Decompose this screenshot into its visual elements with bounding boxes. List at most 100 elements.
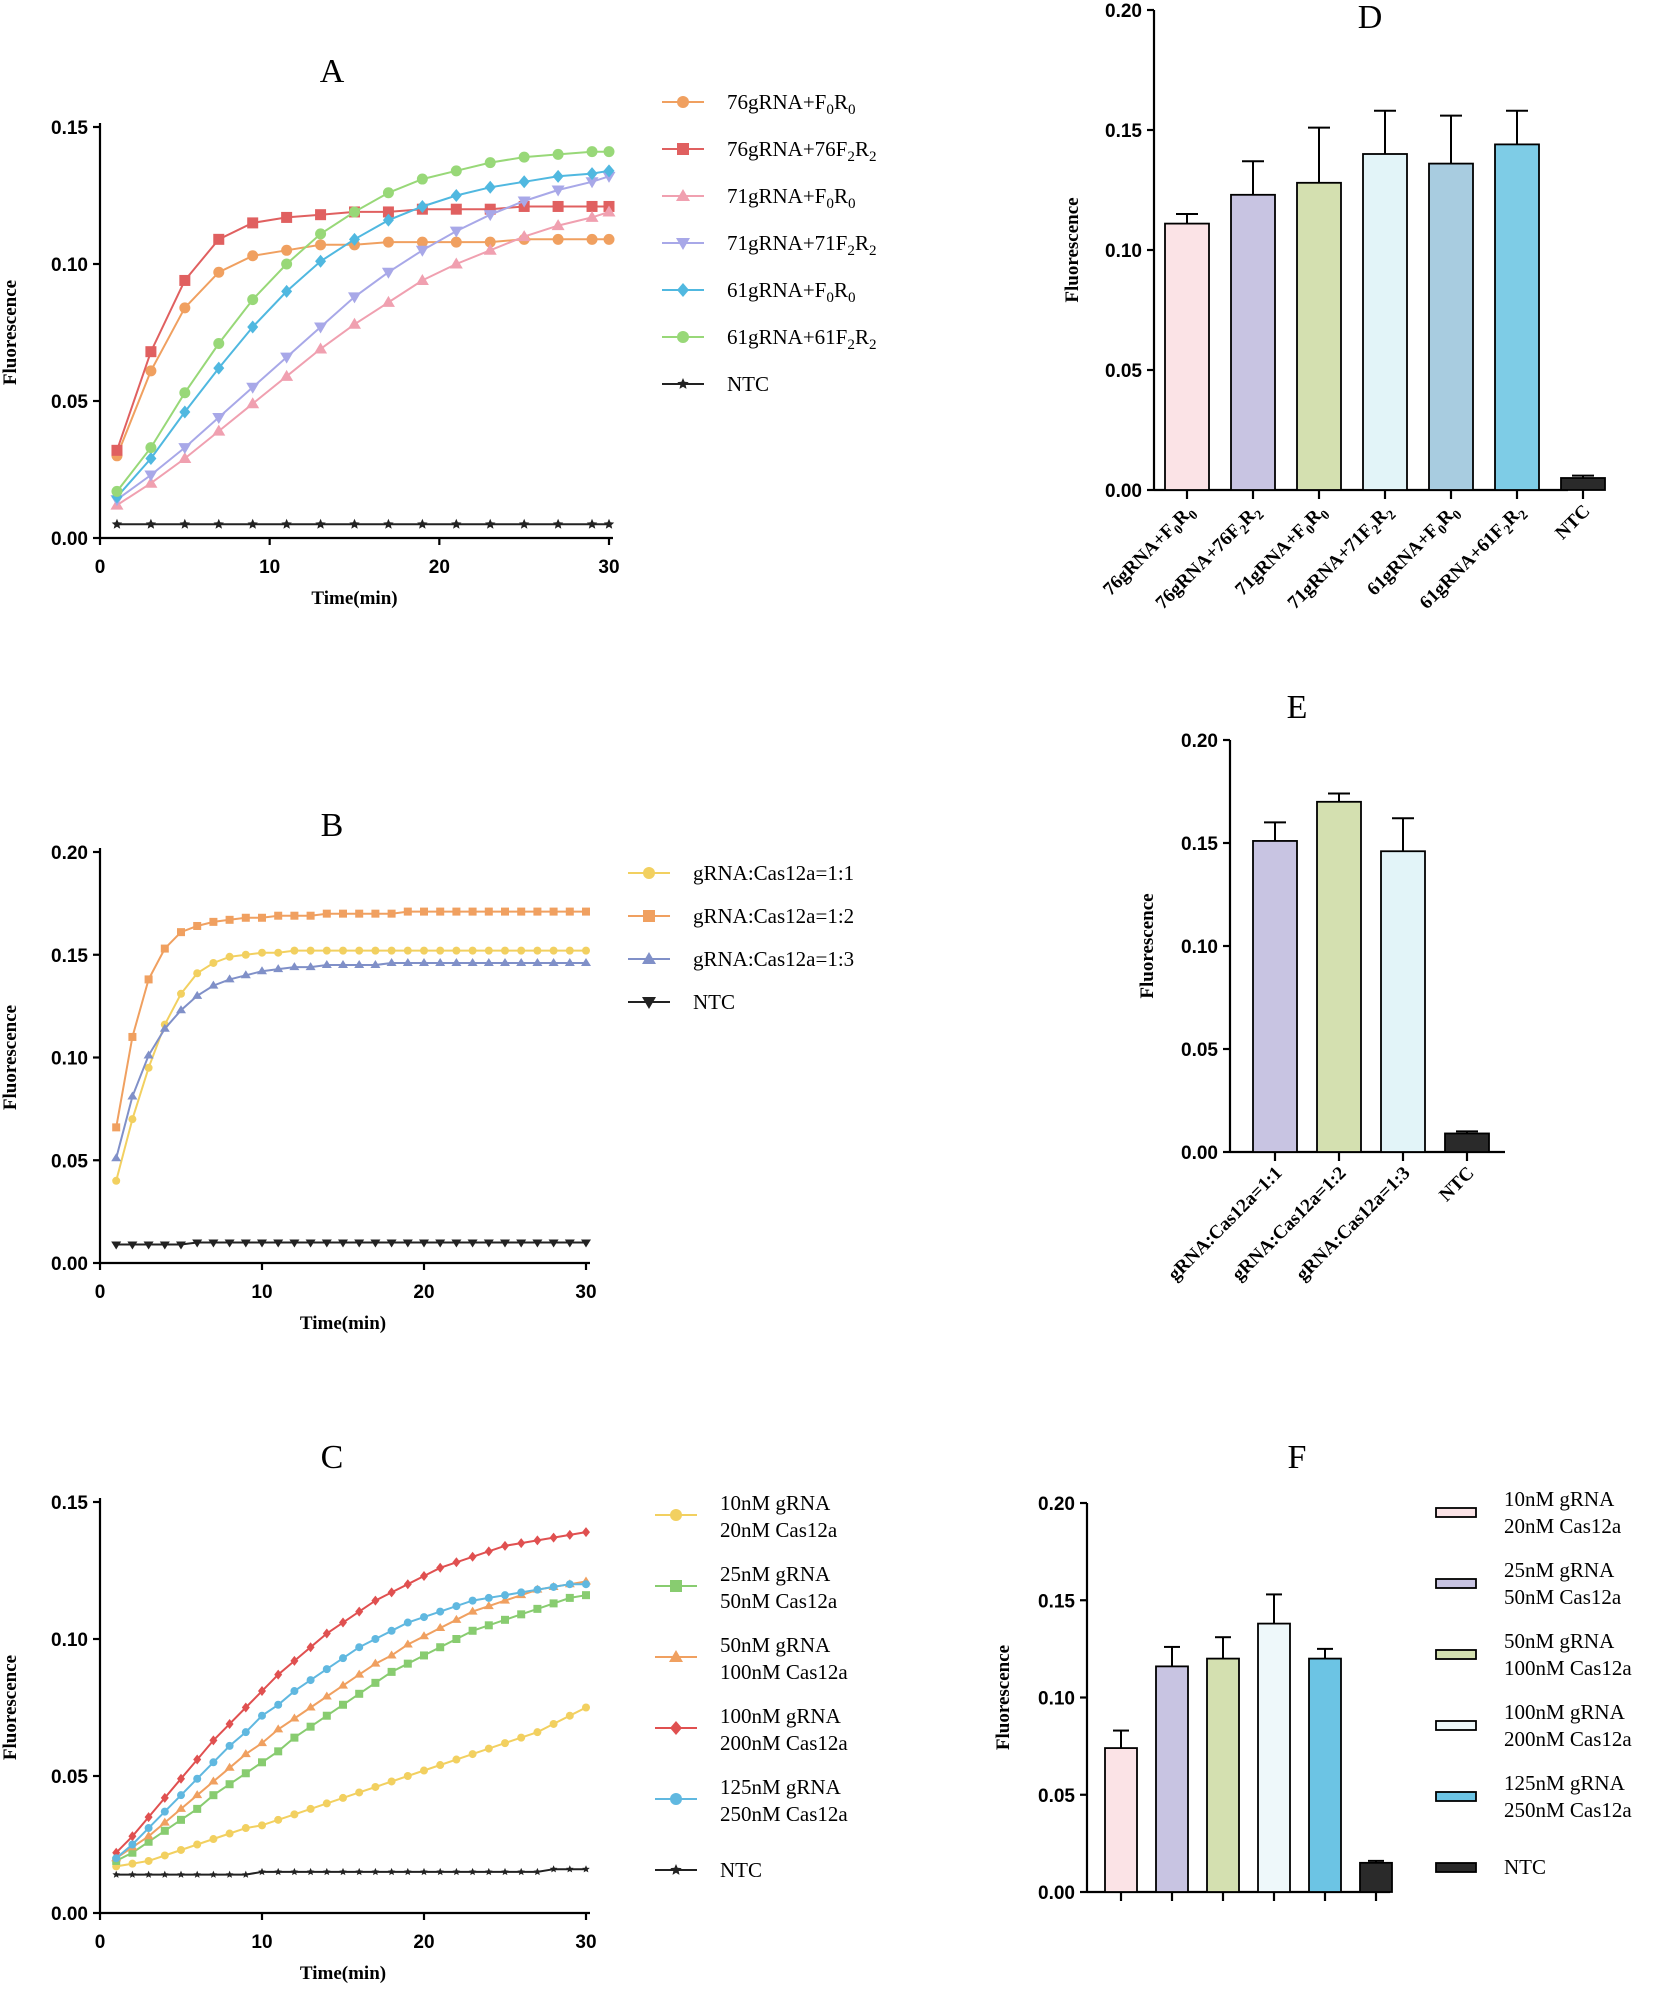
series-line (116, 1868, 586, 1876)
data-point (603, 146, 615, 158)
data-point (468, 1626, 477, 1635)
data-point (127, 1091, 138, 1100)
data-point (258, 1711, 266, 1720)
y-axis-label: Fluorescence (993, 1645, 1014, 1750)
data-point (452, 1755, 461, 1764)
bar (1155, 1665, 1189, 1893)
data-point (517, 1733, 526, 1742)
data-point (213, 337, 225, 349)
data-point (533, 946, 542, 955)
y-tick-label: 0.15 (51, 946, 88, 967)
bar-gRNA-Cas12a-1-1 (1252, 821, 1298, 1153)
x-axis-label: Time(min) (311, 588, 397, 609)
x-tick-label: 76gRNA+76F2R2 (1152, 501, 1267, 616)
bar (1230, 193, 1276, 491)
bar-10nM-gRNA-20nM-Cas12a (1104, 1729, 1138, 1893)
data-point (209, 1758, 218, 1767)
data-point (355, 1606, 364, 1617)
data-point (290, 911, 299, 920)
bar-gRNA-Cas12a-1-2 (1316, 792, 1362, 1153)
data-point (419, 1239, 429, 1248)
data-point (280, 352, 294, 364)
data-point (452, 946, 461, 955)
data-point (247, 320, 259, 334)
y-tick-label: 0.00 (1105, 481, 1142, 502)
data-point (436, 946, 445, 955)
x-tick-label: gRNA:Cas12a=1:3 (1292, 1163, 1415, 1286)
data-point (452, 907, 461, 916)
bar-71gRNA-71F2R2 (1362, 109, 1408, 491)
bar-76gRNA-F0R0 (1164, 213, 1210, 491)
data-point (242, 1870, 250, 1878)
data-point (128, 1848, 137, 1857)
legend-label: 100nM Cas12a (1504, 1656, 1632, 1680)
bar (1252, 840, 1298, 1153)
data-point (420, 946, 428, 955)
data-point (552, 518, 564, 529)
data-point (533, 1535, 542, 1546)
legend-marker (670, 1721, 682, 1735)
legend-label: 20nM Cas12a (1504, 1514, 1622, 1538)
x-tick-label: NTC (1435, 1163, 1478, 1206)
data-point (354, 1669, 365, 1678)
data-point (450, 236, 462, 248)
data-point (452, 1602, 461, 1611)
bar (1104, 1747, 1138, 1893)
data-point (247, 294, 259, 306)
data-point (225, 1741, 234, 1750)
y-tick-label: 0.00 (1038, 1883, 1075, 1904)
data-point (565, 946, 574, 955)
series-line (116, 175, 610, 501)
bar (1494, 143, 1540, 491)
bar-100nM-gRNA-200nM-Cas12a (1257, 1593, 1291, 1893)
data-point (517, 946, 526, 955)
data-point (548, 1239, 559, 1248)
data-point (501, 907, 509, 916)
legend-marker (643, 910, 655, 922)
x-tick-label: 20 (413, 1932, 434, 1953)
data-point (241, 1728, 250, 1737)
data-point (484, 203, 496, 215)
data-point (403, 946, 412, 955)
data-point (321, 1691, 332, 1700)
legend-label: 10nM gRNA (1504, 1487, 1615, 1511)
data-point (381, 295, 395, 307)
x-tick-label: 20 (413, 1282, 434, 1303)
chart-panel-A: A 0.00 0.05 0.10 0.15 0 10 20 30 Time(min) Fluores… (0, 53, 877, 609)
data-point (387, 909, 396, 918)
data-point (565, 907, 574, 916)
bar-61gRNA-F0R0 (1428, 114, 1474, 491)
data-point (552, 233, 564, 245)
data-point (225, 1870, 234, 1878)
bar (1362, 153, 1408, 491)
data-point (449, 257, 463, 269)
data-point (581, 1239, 591, 1248)
series-line (116, 210, 610, 506)
bar-NTC (1359, 1859, 1393, 1893)
data-point (177, 1815, 185, 1824)
bar-50nM-gRNA-100nM-Cas12a (1206, 1636, 1240, 1893)
data-point (144, 1837, 153, 1846)
series-NTC (111, 518, 615, 529)
data-point (209, 1791, 218, 1800)
data-point (281, 518, 292, 529)
data-point (483, 1601, 494, 1610)
legend-label: NTC (727, 372, 769, 396)
series-NTC (112, 1865, 590, 1878)
data-point (145, 518, 157, 529)
data-point (552, 169, 564, 183)
y-tick-label: 0.05 (51, 392, 88, 413)
data-point (552, 148, 564, 160)
data-point (225, 915, 234, 924)
y-tick-label: 0.20 (51, 843, 88, 864)
data-point (585, 210, 599, 222)
data-point (339, 1793, 347, 1802)
data-point (420, 1651, 428, 1660)
data-point (143, 1050, 154, 1059)
data-point (274, 1700, 283, 1709)
data-point (516, 957, 527, 966)
data-point (281, 211, 293, 223)
data-point (501, 1615, 509, 1624)
data-point (517, 907, 526, 916)
